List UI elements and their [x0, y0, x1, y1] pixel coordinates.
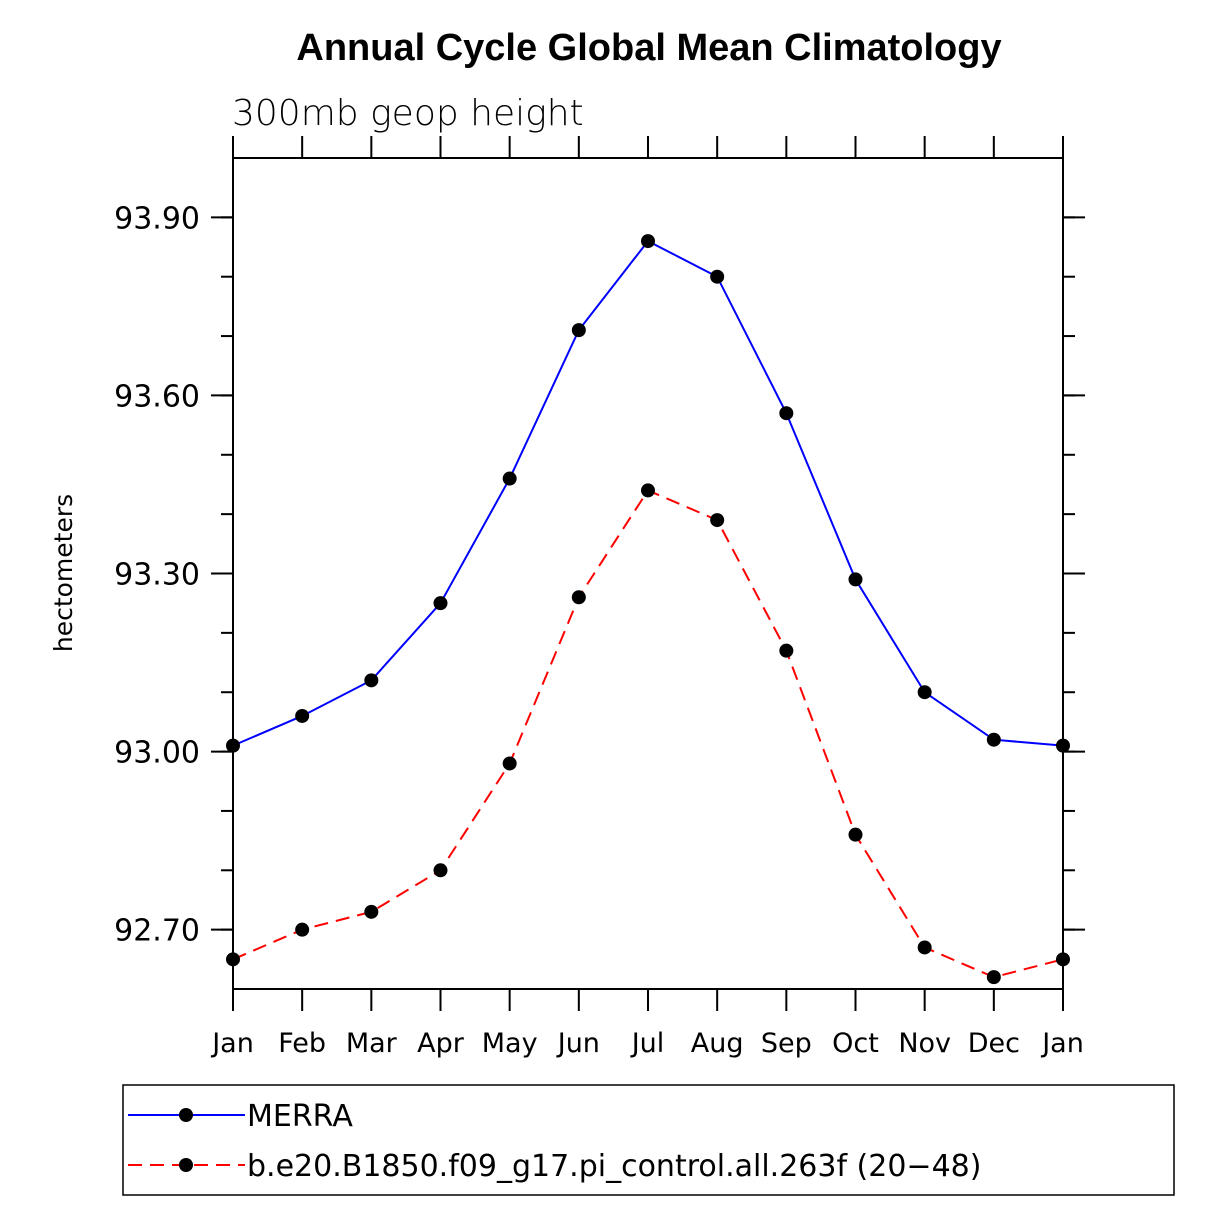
series-1-point: [433, 596, 448, 611]
series-1-point: [641, 234, 655, 249]
legend-label-2: b.e20.B1850.f09_g17.pi_control.all.263f …: [247, 1149, 981, 1184]
x-tick-label: Sep: [761, 1028, 812, 1059]
series-2-point: [1056, 952, 1070, 967]
x-tick-label: Jan: [1040, 1028, 1084, 1059]
x-tick-label: Jul: [630, 1028, 665, 1059]
legend-label-1: MERRA: [247, 1099, 353, 1134]
series-1-point: [364, 673, 379, 688]
y-axis-label: hectometers: [49, 494, 78, 652]
x-tick-label: Jun: [556, 1028, 600, 1059]
series-2-point: [571, 590, 586, 605]
series-layer: [226, 234, 1070, 985]
series-1-point: [779, 406, 794, 421]
series-1-point: [502, 471, 517, 486]
x-tick-label: Feb: [278, 1028, 326, 1059]
chart-subtitle: 300mb geop height: [232, 93, 584, 134]
x-tick-label: Nov: [898, 1028, 951, 1059]
series-2-point: [710, 513, 725, 528]
series-2-point: [917, 940, 932, 955]
series-1-point: [848, 572, 863, 587]
legend: MERRA b.e20.B1850.f09_g17.pi_control.all.…: [122, 1084, 1175, 1196]
x-tick-label: Oct: [832, 1028, 879, 1059]
plot-frame: [232, 157, 1064, 990]
axes-layer: Jan Feb Mar Apr May Jun Jul Aug Sep Oct Nov Dec Jan 9…: [114, 136, 1085, 1059]
series-2-point: [226, 952, 240, 967]
legend-marker-1: [179, 1108, 193, 1122]
x-tick-label: Mar: [346, 1028, 398, 1059]
series-2-point: [779, 643, 794, 658]
x-tick-label: May: [482, 1028, 538, 1059]
x-tick-label: Apr: [417, 1028, 465, 1059]
y-tick-label: 93.90: [114, 201, 200, 236]
legend-box: [122, 1084, 1175, 1196]
x-tick-label: Aug: [691, 1028, 744, 1059]
series-line-2: [232, 489, 1064, 979]
x-tick-label: Dec: [968, 1028, 1020, 1059]
series-2-point: [433, 863, 448, 878]
series-2-point: [641, 483, 655, 498]
series-2-point: [848, 827, 863, 842]
series-2-point: [364, 904, 379, 919]
series-2-point: [502, 756, 517, 771]
series-1-point: [986, 732, 1001, 747]
y-tick-label: 93.60: [114, 379, 200, 414]
y-tick-label: 93.30: [114, 558, 200, 593]
y-tick-label: 92.70: [114, 914, 200, 949]
series-1-point: [295, 708, 310, 723]
x-tick-label: Jan: [210, 1028, 254, 1059]
series-2-point: [295, 922, 310, 937]
y-tick-label: 93.00: [114, 736, 200, 771]
chart-title: Annual Cycle Global Mean Climatology: [296, 27, 1001, 69]
series-1-point: [571, 323, 586, 338]
legend-marker-2: [179, 1158, 193, 1172]
series-1-point: [1056, 738, 1070, 753]
series-1-point: [710, 269, 725, 284]
series-1-point: [917, 685, 932, 700]
series-2-point: [986, 970, 1001, 985]
series-1-point: [226, 738, 240, 753]
